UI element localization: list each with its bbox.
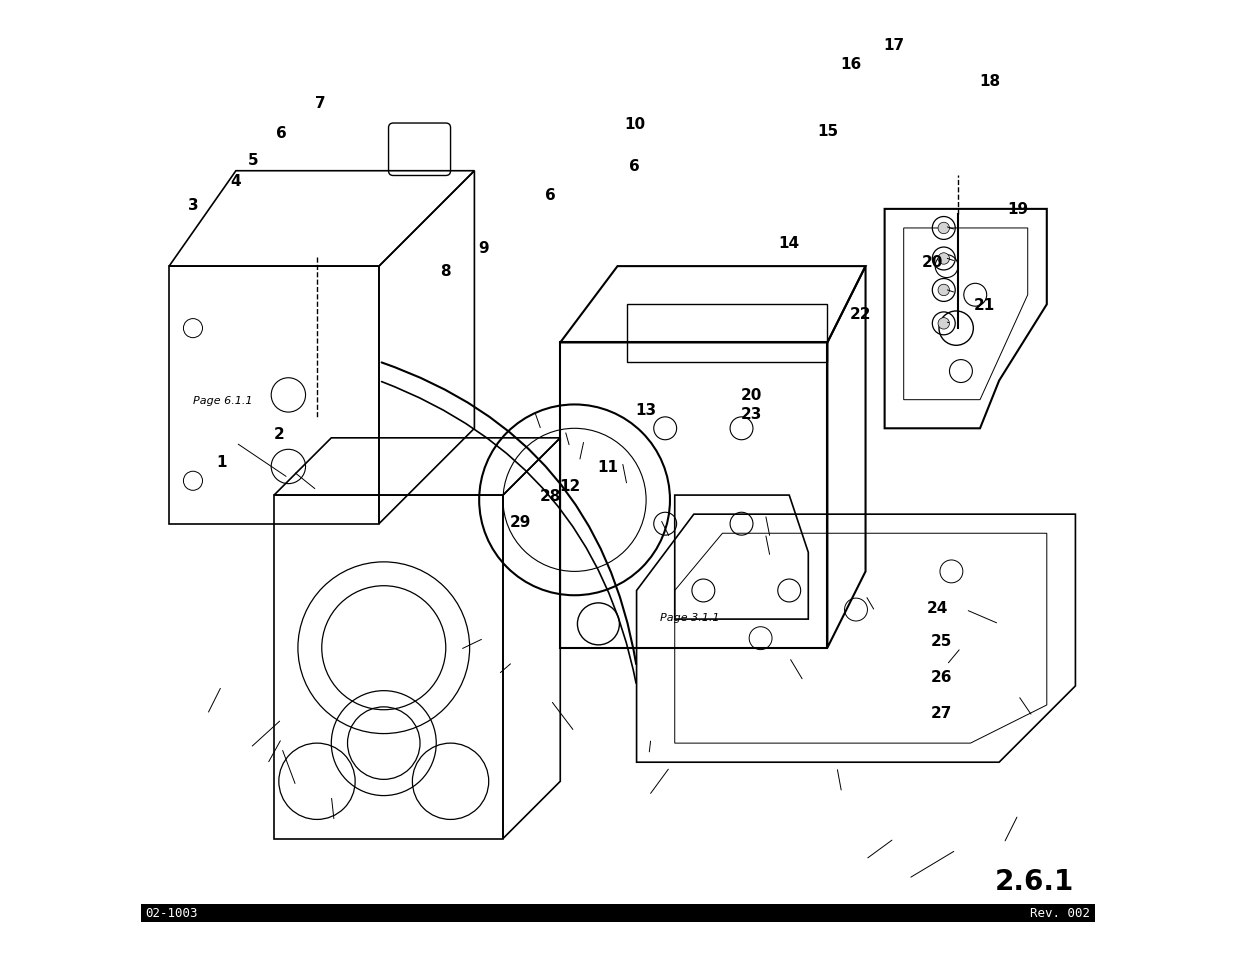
Text: 6: 6 bbox=[277, 126, 287, 141]
Text: 23: 23 bbox=[740, 407, 762, 422]
Circle shape bbox=[939, 253, 950, 265]
Bar bbox=[141, 904, 1094, 922]
FancyArrowPatch shape bbox=[382, 382, 636, 683]
Text: 18: 18 bbox=[979, 73, 1000, 89]
Text: 20: 20 bbox=[740, 388, 762, 403]
Text: 11: 11 bbox=[598, 459, 619, 475]
FancyArrowPatch shape bbox=[382, 363, 636, 664]
Text: 10: 10 bbox=[624, 116, 645, 132]
Text: Rev. 002: Rev. 002 bbox=[1030, 906, 1089, 920]
Text: 9: 9 bbox=[479, 240, 489, 255]
Text: 27: 27 bbox=[931, 705, 952, 720]
Text: 7: 7 bbox=[315, 95, 325, 111]
Circle shape bbox=[939, 223, 950, 234]
Text: 02-1003: 02-1003 bbox=[146, 906, 198, 920]
Text: 13: 13 bbox=[636, 402, 657, 417]
Text: 28: 28 bbox=[540, 488, 562, 503]
Text: 12: 12 bbox=[559, 478, 580, 494]
Text: 5: 5 bbox=[248, 152, 258, 168]
Text: 14: 14 bbox=[778, 235, 800, 251]
Text: 1: 1 bbox=[216, 455, 227, 470]
Text: 15: 15 bbox=[816, 124, 837, 139]
Text: 22: 22 bbox=[850, 307, 872, 322]
Text: 2.6.1: 2.6.1 bbox=[994, 867, 1073, 895]
Text: 16: 16 bbox=[841, 57, 862, 72]
Text: 2: 2 bbox=[273, 426, 284, 441]
Text: 25: 25 bbox=[931, 633, 952, 648]
Circle shape bbox=[939, 318, 950, 330]
Text: 8: 8 bbox=[441, 264, 451, 279]
Text: 17: 17 bbox=[883, 38, 905, 53]
Text: 19: 19 bbox=[1008, 202, 1029, 217]
Text: 24: 24 bbox=[926, 600, 947, 616]
Text: 20: 20 bbox=[921, 254, 944, 270]
Text: Page 6.1.1: Page 6.1.1 bbox=[193, 395, 252, 405]
Circle shape bbox=[939, 285, 950, 296]
Text: 4: 4 bbox=[231, 173, 241, 189]
Text: 6: 6 bbox=[630, 159, 640, 174]
Text: Page 3.1.1: Page 3.1.1 bbox=[661, 613, 720, 622]
Text: 3: 3 bbox=[188, 197, 199, 213]
Text: 6: 6 bbox=[546, 188, 556, 203]
Text: 21: 21 bbox=[974, 297, 995, 313]
Text: 29: 29 bbox=[510, 515, 531, 530]
Text: 26: 26 bbox=[931, 669, 952, 684]
